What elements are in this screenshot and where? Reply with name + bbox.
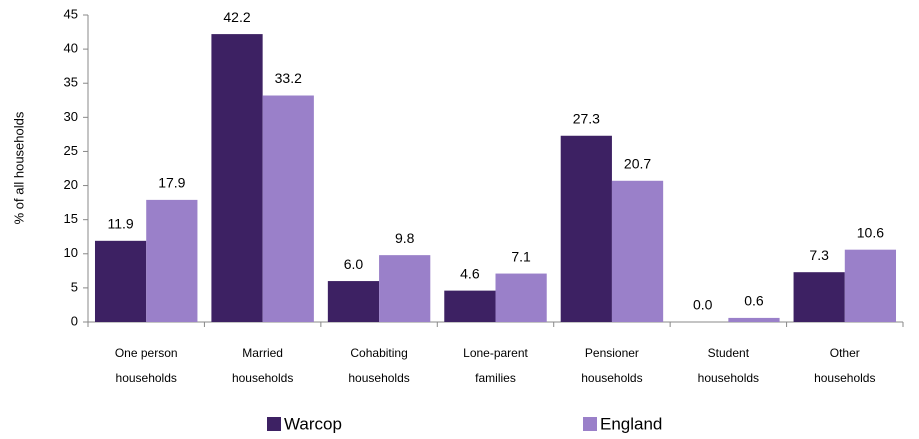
x-tick-label: Student bbox=[708, 346, 750, 360]
bar bbox=[495, 273, 547, 322]
y-tick-label: 10 bbox=[64, 245, 78, 260]
value-label: 9.8 bbox=[395, 230, 415, 246]
y-tick-label: 5 bbox=[71, 279, 78, 294]
bar bbox=[327, 281, 380, 322]
y-tick-label: 15 bbox=[64, 211, 78, 226]
value-label: 27.3 bbox=[573, 110, 600, 126]
x-tick-label: households bbox=[814, 371, 875, 385]
x-tick-label: households bbox=[116, 371, 177, 385]
value-label: 7.3 bbox=[809, 247, 829, 263]
y-tick-label: 25 bbox=[64, 143, 78, 158]
x-tick-label: One person bbox=[115, 346, 178, 360]
bar bbox=[728, 317, 780, 322]
x-tick-label: households bbox=[581, 371, 642, 385]
bar bbox=[560, 135, 612, 322]
x-tick-label: households bbox=[698, 371, 759, 385]
bar bbox=[146, 199, 198, 322]
bar bbox=[611, 180, 664, 322]
bar bbox=[262, 95, 314, 322]
value-label: 10.6 bbox=[857, 224, 884, 240]
value-label: 4.6 bbox=[460, 265, 480, 281]
legend-swatch bbox=[267, 417, 281, 431]
x-tick-label: Other bbox=[830, 346, 860, 360]
y-tick-label: 45 bbox=[64, 6, 78, 21]
value-label: 11.9 bbox=[107, 216, 133, 232]
value-label: 42.2 bbox=[223, 9, 250, 25]
x-tick-label: Married bbox=[242, 346, 283, 360]
y-tick-label: 40 bbox=[64, 41, 78, 56]
x-tick-label: families bbox=[475, 371, 516, 385]
value-label: 33.2 bbox=[275, 70, 302, 86]
bar bbox=[94, 240, 147, 322]
legend-label: Warcop bbox=[284, 414, 342, 433]
legend-label: England bbox=[600, 414, 662, 433]
bar bbox=[793, 272, 845, 322]
value-label: 0.6 bbox=[744, 293, 764, 309]
y-axis-label: % of all households bbox=[11, 111, 26, 224]
legend-swatch bbox=[583, 417, 597, 431]
x-tick-label: households bbox=[348, 371, 409, 385]
y-tick-label: 30 bbox=[64, 109, 78, 124]
x-tick-label: Pensioner bbox=[585, 346, 639, 360]
bar bbox=[211, 34, 263, 322]
y-tick-label: 20 bbox=[64, 177, 78, 192]
value-label: 0.0 bbox=[693, 297, 713, 313]
y-tick-label: 0 bbox=[71, 313, 78, 328]
bar bbox=[379, 255, 431, 322]
bar bbox=[844, 249, 897, 322]
value-label: 17.9 bbox=[158, 175, 185, 191]
value-label: 7.1 bbox=[511, 248, 531, 264]
x-tick-label: households bbox=[232, 371, 293, 385]
bar bbox=[444, 290, 496, 322]
y-tick-label: 35 bbox=[64, 75, 78, 90]
x-tick-label: Lone-parent bbox=[463, 346, 528, 360]
x-tick-label: Cohabiting bbox=[350, 346, 407, 360]
value-label: 20.7 bbox=[624, 155, 651, 171]
value-label: 6.0 bbox=[344, 256, 364, 272]
